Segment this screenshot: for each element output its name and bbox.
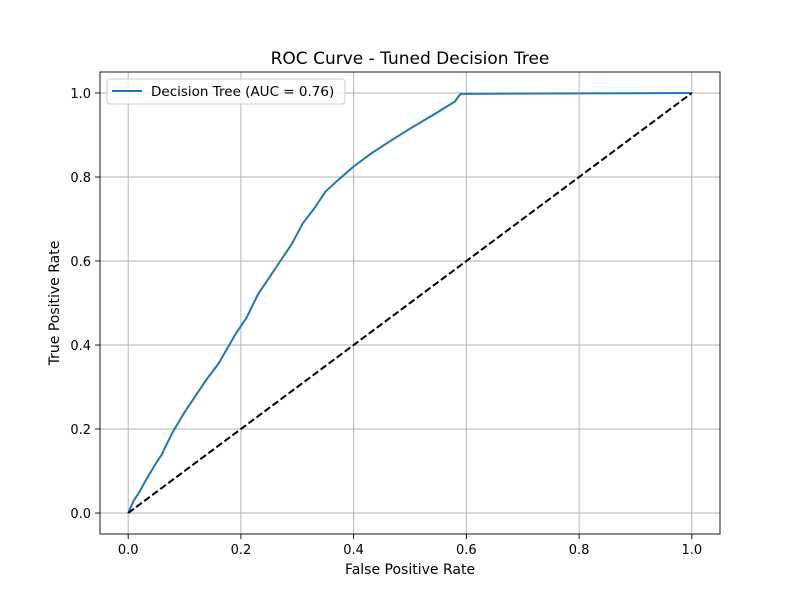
plot-frame xyxy=(99,71,721,535)
series-layer xyxy=(127,92,693,514)
chance-diagonal-line xyxy=(127,92,693,514)
x-axis-label: False Positive Rate xyxy=(345,562,475,578)
y-tick-label: 0.2 xyxy=(70,423,91,438)
y-tick-label: 0.6 xyxy=(70,255,91,270)
x-tick-label: 0.4 xyxy=(343,543,364,558)
y-tick-label: 0.4 xyxy=(70,339,91,354)
y-axis-label: True Positive Rate xyxy=(47,241,63,367)
y-tick-label: 0.8 xyxy=(70,171,91,186)
roc-curve-line xyxy=(127,92,692,514)
x-tick-label: 0.0 xyxy=(118,543,139,558)
x-tick-label: 0.2 xyxy=(231,543,252,558)
legend-box xyxy=(106,78,346,105)
legend: Decision Tree (AUC = 0.76) xyxy=(106,78,346,105)
x-tick-label: 0.6 xyxy=(456,543,477,558)
legend-label-decision-tree: Decision Tree (AUC = 0.76) xyxy=(151,84,334,100)
x-tick-label: 1.0 xyxy=(681,543,702,558)
ticks: 0.0 0.2 0.4 0.6 0.8 1.0 0.0 0.2 0.4 0.6 0.8 1.0 xyxy=(70,87,702,558)
y-tick-label: 0.0 xyxy=(70,507,91,522)
x-tick-label: 0.8 xyxy=(569,543,590,558)
chart-title: ROC Curve - Tuned Decision Tree xyxy=(271,49,550,69)
y-tick-label: 1.0 xyxy=(70,87,91,102)
grid xyxy=(100,72,720,534)
